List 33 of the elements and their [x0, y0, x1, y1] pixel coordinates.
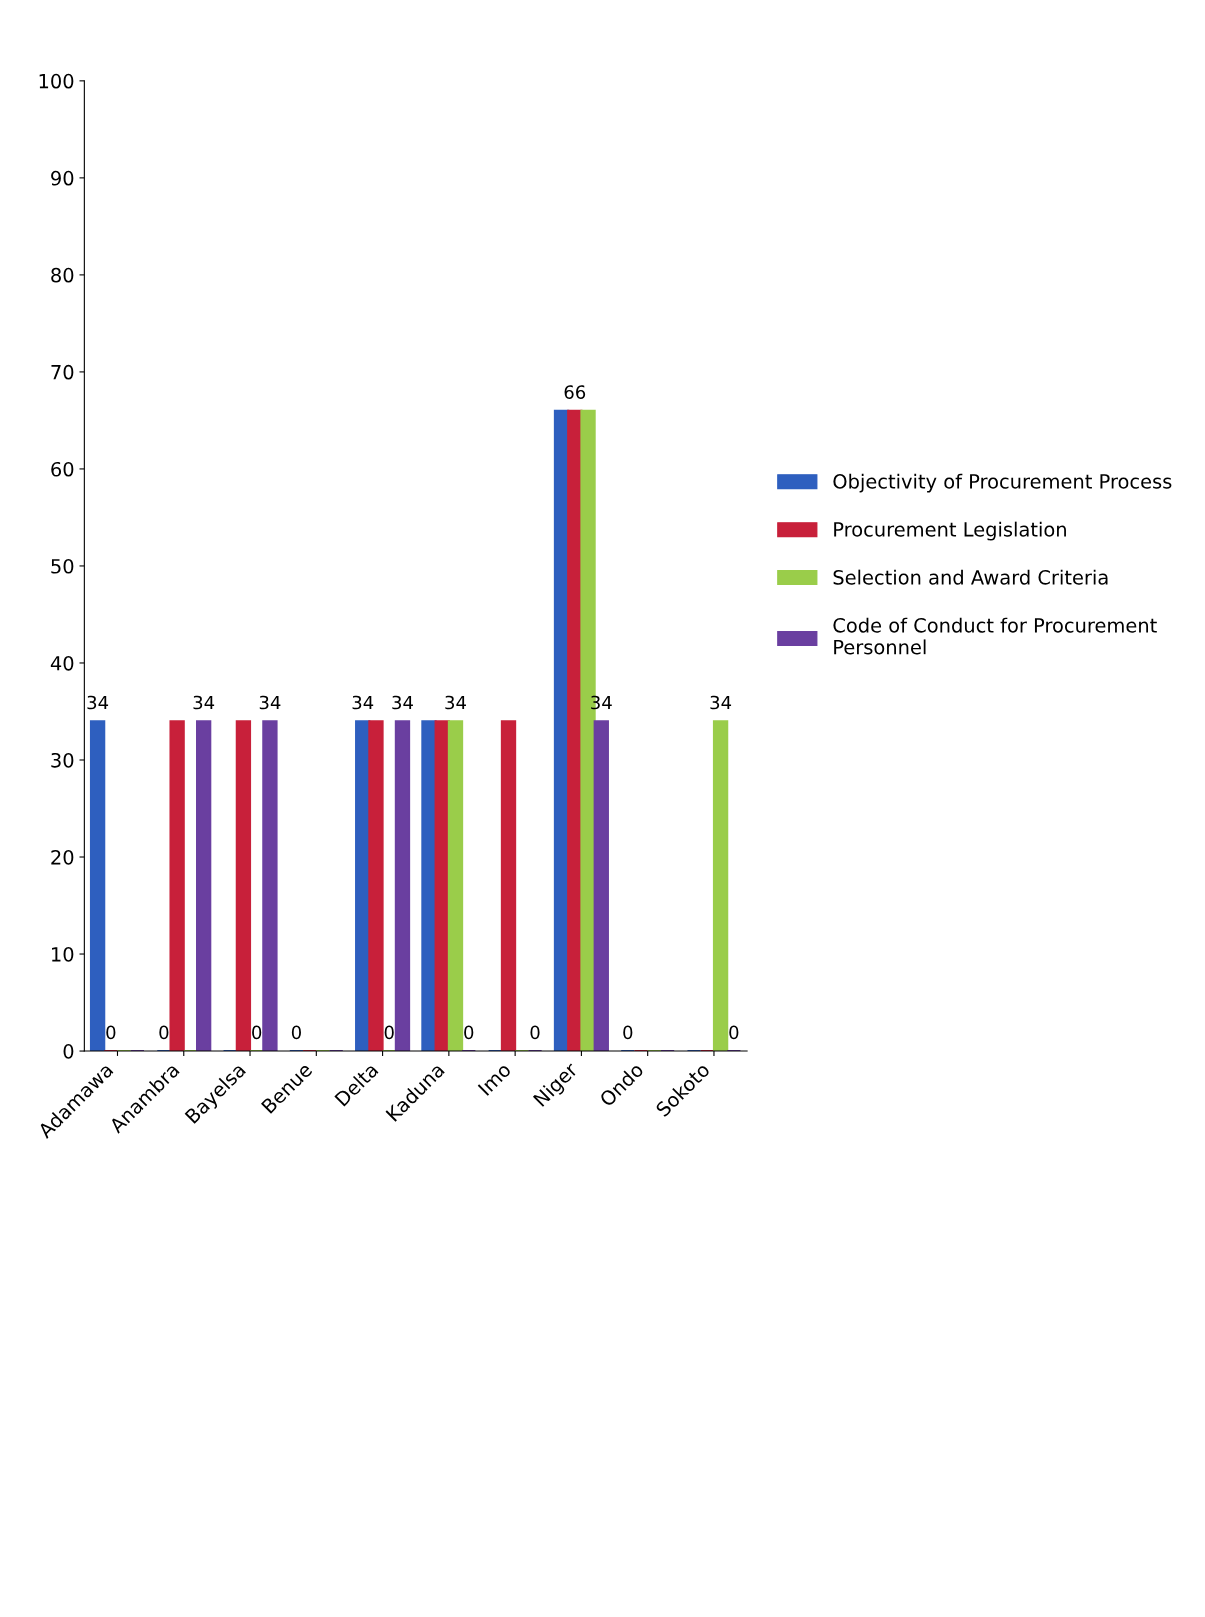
legend-label: Objectivity of Procurement Process: [833, 473, 1172, 493]
data-label: 34: [259, 695, 281, 710]
y-tick-label: 20: [51, 849, 74, 865]
data-label: 34: [352, 695, 374, 710]
data-label: 0: [623, 1025, 633, 1040]
y-tick-label: 90: [51, 170, 74, 186]
y-tick-label: 100: [39, 73, 74, 89]
data-label: 34: [87, 695, 109, 710]
data-label: 66: [564, 385, 586, 399]
data-label: 34: [392, 695, 413, 710]
data-label: 34: [710, 695, 732, 710]
data-label: 0: [291, 1025, 301, 1040]
data-label: 0: [159, 1025, 169, 1040]
legend-label: Procurement Legislation: [834, 521, 1066, 541]
data-label: 0: [729, 1025, 739, 1040]
y-tick-label: 70: [51, 364, 74, 380]
legend-label: Code of Conduct for Procurement Personnel: [833, 617, 1157, 655]
legend-label: Selection and Award Criteria: [833, 569, 1108, 585]
y-tick-label: 60: [51, 461, 74, 477]
y-tick-label: 50: [51, 558, 74, 574]
data-label: 0: [530, 1025, 540, 1040]
y-tick-label: 40: [50, 655, 74, 671]
y-tick-label: 10: [52, 946, 74, 962]
data-label: 34: [445, 695, 466, 710]
data-label: 34: [193, 695, 215, 710]
data-label: 0: [106, 1025, 116, 1040]
data-label: 0: [464, 1025, 474, 1040]
x-tick-label: Imo: [477, 1061, 512, 1096]
y-tick-label: 30: [51, 752, 74, 768]
y-tick-label: 0: [63, 1044, 74, 1059]
data-label: 0: [384, 1025, 394, 1040]
y-tick-label: 80: [51, 267, 74, 283]
data-label: 0: [252, 1025, 262, 1040]
